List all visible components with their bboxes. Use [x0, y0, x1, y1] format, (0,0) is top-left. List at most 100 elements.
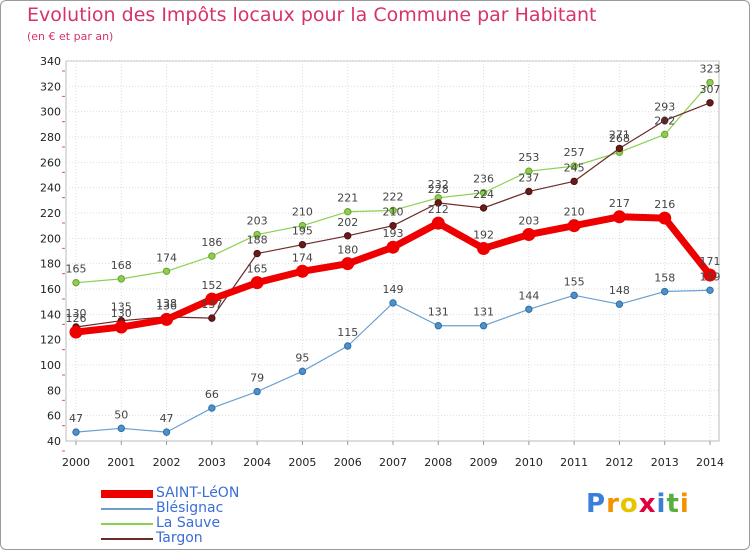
data-label-saint-leon: 171 — [700, 255, 721, 268]
data-label-targon: 138 — [156, 297, 177, 310]
data-label-blesignac: 47 — [69, 412, 83, 425]
legend-swatch-la-sauve — [101, 523, 153, 525]
x-tick-label: 2000 — [62, 456, 90, 469]
data-point-blesignac — [208, 404, 216, 412]
data-point-targon — [615, 144, 624, 153]
data-point-saint-leon — [522, 228, 536, 242]
y-tick-label: 300 — [40, 106, 61, 119]
y-tick-label: 140 — [40, 308, 61, 321]
legend-swatch-saint-leon — [101, 490, 153, 498]
data-label-targon: 188 — [247, 234, 268, 247]
data-point-la-sauve — [706, 78, 714, 87]
data-label-blesignac: 158 — [654, 272, 675, 285]
x-tick-label: 2012 — [605, 456, 633, 469]
data-point-la-sauve — [479, 189, 488, 197]
data-point-targon — [208, 314, 216, 322]
data-point-blesignac — [117, 424, 125, 433]
y-tick-label: 180 — [40, 258, 61, 271]
x-tick-label: 2013 — [651, 456, 679, 469]
data-point-blesignac — [298, 367, 307, 376]
data-point-la-sauve — [525, 167, 533, 175]
y-tick-label: 280 — [40, 131, 61, 144]
data-point-saint-leon — [341, 257, 355, 271]
data-point-la-sauve — [117, 275, 125, 283]
data-point-saint-leon — [160, 312, 174, 326]
data-point-saint-leon — [295, 264, 309, 278]
data-label-targon: 237 — [518, 171, 539, 184]
data-label-saint-leon: 193 — [383, 227, 404, 240]
data-point-targon — [434, 199, 442, 207]
data-label-targon: 228 — [428, 183, 449, 196]
x-tick-label: 2004 — [243, 456, 271, 469]
data-label-targon: 210 — [383, 206, 404, 219]
data-label-saint-leon: 152 — [201, 279, 222, 292]
y-tick-label: 160 — [40, 283, 61, 296]
data-point-saint-leon — [658, 211, 672, 225]
data-label-la-sauve: 268 — [609, 132, 630, 145]
data-label-la-sauve: 165 — [66, 263, 87, 276]
data-label-blesignac: 66 — [205, 388, 219, 401]
data-label-saint-leon: 174 — [292, 251, 313, 264]
y-tick-label: 240 — [40, 182, 61, 195]
data-point-la-sauve — [570, 162, 578, 170]
data-label-saint-leon: 192 — [473, 228, 494, 241]
x-tick-label: 2002 — [153, 456, 181, 469]
data-label-targon: 195 — [292, 225, 313, 238]
logo-letter: P — [586, 489, 607, 519]
data-label-blesignac: 149 — [383, 283, 404, 296]
proxiti-logo: Proxiti — [586, 489, 690, 519]
chart-title: Evolution des Impôts locaux pour la Comm… — [27, 4, 597, 26]
data-label-la-sauve: 257 — [564, 146, 585, 159]
data-point-saint-leon — [250, 276, 264, 290]
data-point-targon — [661, 116, 669, 125]
legend-label-saint-leon: SAINT-LéON — [156, 485, 240, 501]
legend-item-saint-leon: SAINT-LéON — [101, 486, 301, 501]
data-point-saint-leon — [386, 240, 400, 254]
data-label-saint-leon: 130 — [111, 307, 132, 320]
data-label-la-sauve: 222 — [383, 190, 404, 203]
x-tick-label: 2005 — [288, 456, 316, 469]
data-point-saint-leon — [431, 216, 445, 230]
data-point-targon — [479, 204, 488, 212]
x-tick-label: 2006 — [334, 456, 362, 469]
data-label-blesignac: 47 — [160, 412, 174, 425]
data-label-targon: 135 — [111, 301, 132, 314]
data-point-blesignac — [389, 299, 397, 307]
x-tick-label: 2014 — [696, 456, 724, 469]
y-tick-label: 120 — [40, 334, 61, 347]
data-label-la-sauve: 174 — [156, 251, 177, 264]
data-point-la-sauve — [72, 278, 80, 287]
data-label-la-sauve: 236 — [473, 173, 494, 186]
x-tick-label: 2003 — [198, 456, 226, 469]
data-point-saint-leon — [69, 325, 83, 339]
data-label-la-sauve: 203 — [247, 215, 268, 228]
data-point-blesignac — [570, 291, 578, 300]
legend-swatch-targon — [101, 538, 153, 540]
logo-letter: o — [619, 489, 639, 519]
data-label-la-sauve: 168 — [111, 259, 132, 272]
data-point-la-sauve — [389, 206, 397, 215]
data-point-targon — [389, 221, 397, 230]
data-label-la-sauve: 221 — [337, 192, 358, 205]
data-label-blesignac: 148 — [609, 284, 630, 297]
data-label-saint-leon: 212 — [428, 203, 449, 216]
data-label-targon: 202 — [337, 216, 358, 229]
data-label-saint-leon: 203 — [518, 215, 539, 228]
data-label-targon: 130 — [66, 307, 87, 320]
logo-letter: t — [666, 489, 680, 519]
data-label-targon: 137 — [201, 298, 222, 311]
legend-label-targon: Targon — [156, 530, 203, 546]
data-point-saint-leon — [703, 268, 717, 282]
data-point-la-sauve — [298, 221, 307, 230]
chart-subtitle: (en € et par an) — [27, 30, 114, 43]
data-label-blesignac: 95 — [295, 351, 309, 364]
data-label-la-sauve: 282 — [654, 114, 675, 127]
data-label-targon: 293 — [654, 101, 675, 114]
legend-item-la-sauve: La Sauve — [101, 516, 301, 531]
y-tick-label: 340 — [40, 55, 61, 68]
y-tick-label: 80 — [47, 384, 61, 397]
data-label-targon: 245 — [564, 161, 585, 174]
data-point-blesignac — [479, 322, 488, 330]
data-point-saint-leon — [567, 219, 581, 233]
